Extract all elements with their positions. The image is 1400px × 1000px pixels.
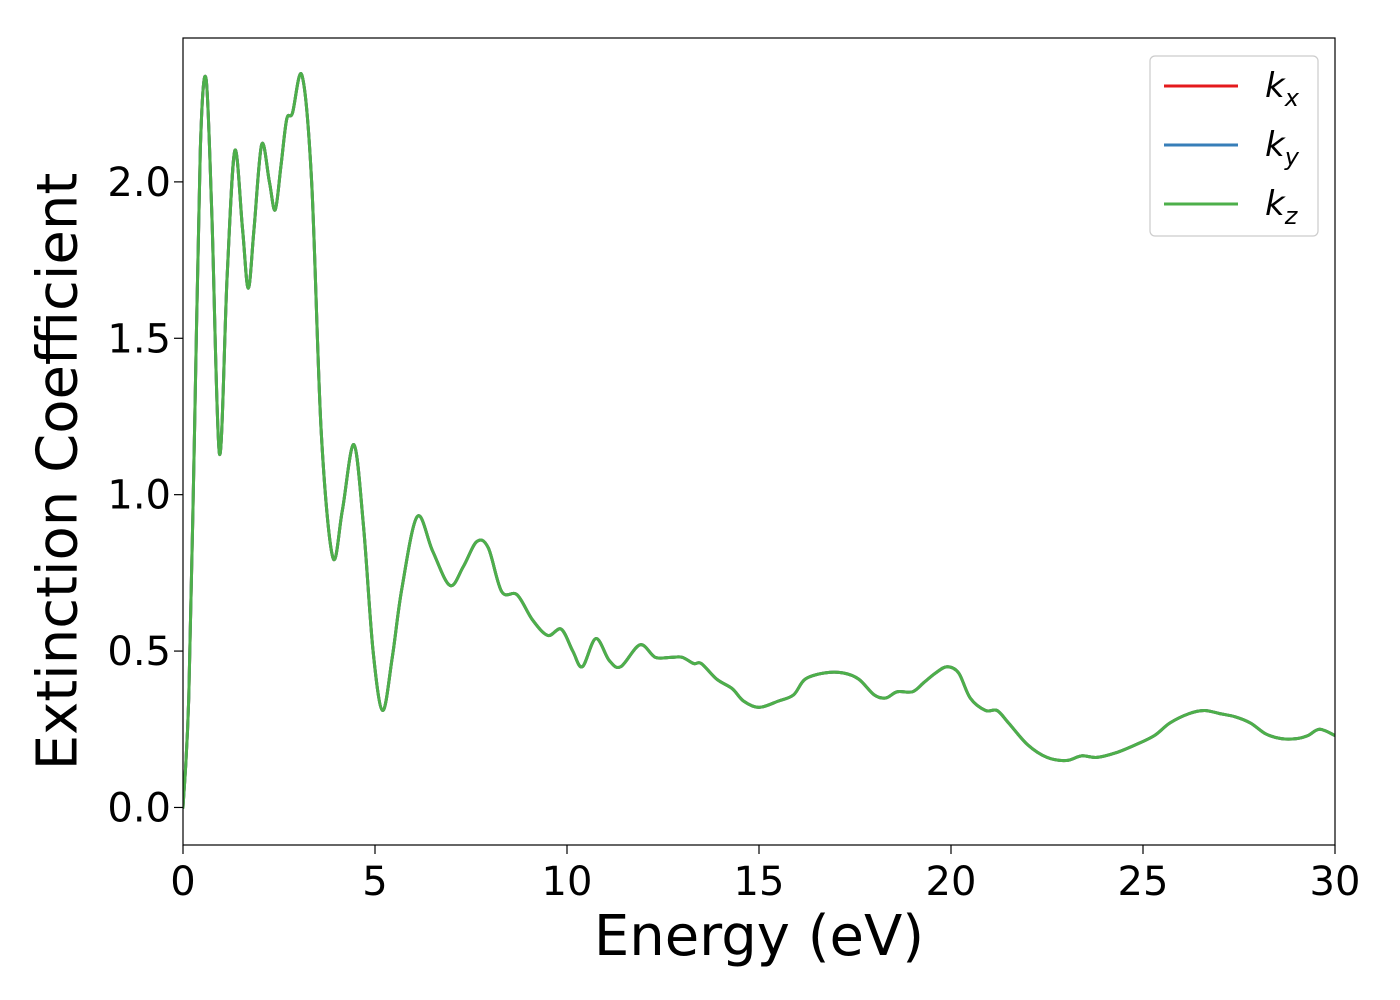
y-tick-label: 1.5 (107, 316, 171, 362)
x-tick-label: 10 (542, 859, 593, 905)
legend-label-ky: ky (1265, 125, 1300, 171)
y-axis-label: Extinction Coefficient (26, 173, 91, 771)
x-tick-label: 0 (170, 859, 195, 905)
y-tick-label: 1.0 (107, 473, 171, 519)
x-tick-label: 5 (362, 859, 387, 905)
x-axis-ticks: 0 5 10 15 20 25 30 (170, 845, 1360, 905)
x-tick-label: 25 (1118, 859, 1169, 905)
x-axis-label: Energy (eV) (594, 904, 924, 969)
y-tick-label: 0.5 (107, 629, 171, 675)
series-layer (183, 72, 1335, 809)
y-tick-label: 2.0 (107, 160, 171, 206)
x-tick-label: 15 (734, 859, 785, 905)
series-line-kz (183, 72, 1335, 809)
legend-label-kx: kx (1265, 66, 1300, 112)
legend: kx ky kz (1149, 55, 1319, 237)
x-tick-label: 30 (1310, 859, 1361, 905)
y-tick-label: 0.0 (107, 785, 171, 831)
legend-label-kz: kz (1265, 184, 1299, 230)
y-axis-ticks: 0.0 0.5 1.0 1.5 2.0 (107, 160, 183, 831)
x-tick-label: 20 (926, 859, 977, 905)
